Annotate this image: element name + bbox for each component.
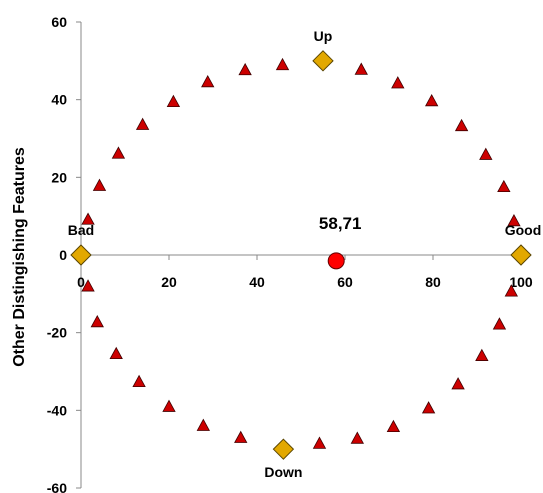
triangle-point <box>135 117 150 130</box>
triangle-point <box>196 418 210 431</box>
triangle-point <box>497 179 511 193</box>
x-tick-label: 20 <box>161 274 177 290</box>
triangle-point <box>312 436 327 449</box>
triangle-point <box>166 94 181 108</box>
diamond-point <box>510 244 532 266</box>
triangle-point <box>81 212 95 225</box>
triangle-point <box>90 314 104 328</box>
triangle-point <box>92 178 107 191</box>
triangle-point <box>162 399 176 412</box>
triangle-point <box>201 74 215 88</box>
axes <box>80 22 521 488</box>
triangle-point <box>479 147 493 160</box>
y-tick-label: 20 <box>51 169 67 185</box>
diamond-point <box>312 50 334 72</box>
triangle-point <box>354 62 368 75</box>
annotation-label: 58,71 <box>319 214 362 233</box>
triangle-point <box>350 431 364 444</box>
y-ticks: 60 40 20 0 -20 -40 -60 <box>47 14 81 493</box>
triangle-point <box>451 377 465 390</box>
triangle-point <box>504 284 518 297</box>
triangle-point <box>421 401 436 414</box>
triangle-point <box>275 57 290 71</box>
y-tick-label: 60 <box>51 14 67 30</box>
annotation-label: Good <box>505 222 542 238</box>
triangle-point <box>425 93 439 107</box>
triangle-point <box>81 279 95 292</box>
y-tick-label: 0 <box>59 247 67 263</box>
x-tick-label: 80 <box>425 274 441 290</box>
triangle-point <box>454 118 469 132</box>
x-tick-label: 0 <box>77 274 85 290</box>
triangle-point <box>386 419 401 433</box>
triangle-point <box>111 146 126 159</box>
y-tick-label: -20 <box>47 325 67 341</box>
y-tick-label: -40 <box>47 402 67 418</box>
annotation-label: Down <box>264 464 302 480</box>
triangle-point <box>238 62 252 76</box>
diamond-point <box>70 244 92 266</box>
y-tick-label: -60 <box>47 480 67 493</box>
annotation-label: Up <box>314 28 333 44</box>
triangle-point <box>234 430 248 443</box>
triangle-point <box>507 213 521 227</box>
y-tick-label: 40 <box>51 92 67 108</box>
x-tick-label: 40 <box>249 274 265 290</box>
marks <box>70 50 532 460</box>
triangle-point <box>492 317 507 330</box>
annotation-label: Bad <box>68 222 94 238</box>
triangle-point <box>132 374 146 387</box>
x-tick-label: 100 <box>509 274 533 290</box>
diamond-point <box>272 438 295 460</box>
triangle-point <box>391 76 405 89</box>
x-ticks: 0 20 40 60 80 100 <box>77 255 533 290</box>
annotations: Up Down Bad Good 58,71 <box>68 28 542 480</box>
x-tick-label: 60 <box>337 274 353 290</box>
triangle-point <box>109 346 123 360</box>
center-point <box>327 252 345 270</box>
triangle-point <box>475 348 489 361</box>
y-axis-title: Other Distingishing Features <box>11 147 28 367</box>
